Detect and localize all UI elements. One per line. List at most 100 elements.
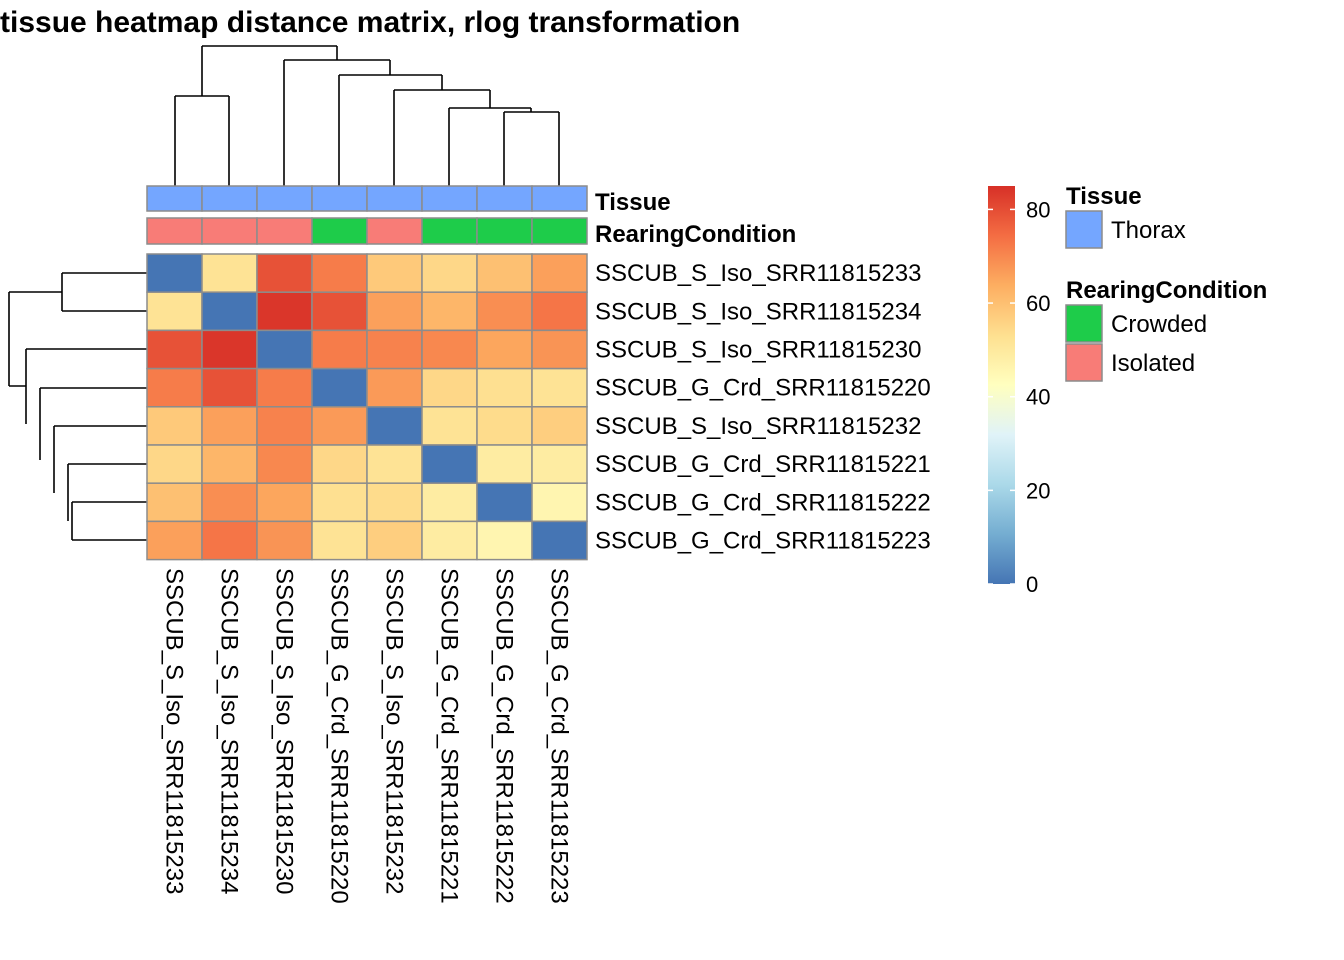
- heatmap-cell: [531, 444, 588, 484]
- row-label: SSCUB_G_Crd_SRR11815222: [595, 489, 931, 516]
- heatmap-cell: [256, 253, 313, 293]
- heatmap-cell: [366, 406, 423, 446]
- annotation-cell-tissue: [201, 185, 258, 212]
- annotation-cell-tissue: [146, 185, 203, 212]
- heatmap-cell: [311, 520, 368, 561]
- legend-label: Thorax: [1111, 217, 1186, 244]
- heatmap-cell: [531, 406, 588, 446]
- row-label: SSCUB_S_Iso_SRR11815234: [595, 298, 921, 325]
- heatmap-cell: [311, 406, 368, 446]
- heatmap-cell: [201, 329, 258, 370]
- annotation-label-rearingcondition: RearingCondition: [595, 221, 796, 248]
- heatmap-cell: [366, 329, 423, 370]
- heatmap-cell: [366, 520, 423, 561]
- heatmap-cell: [256, 520, 313, 561]
- column-label: SSCUB_G_Crd_SRR11815221: [436, 568, 463, 904]
- heatmap-cells: [146, 253, 588, 561]
- heatmap-cell: [311, 291, 368, 332]
- column-label: SSCUB_S_Iso_SRR11815233: [161, 568, 188, 894]
- heatmap-cell: [146, 482, 203, 523]
- heatmap-cell: [476, 444, 533, 484]
- heatmap-cell: [201, 520, 258, 561]
- legend-label: Crowded: [1111, 311, 1207, 338]
- heatmap-cell: [421, 444, 478, 484]
- row-label: SSCUB_G_Crd_SRR11815220: [595, 375, 931, 402]
- heatmap-cell: [421, 253, 478, 293]
- heatmap-cell: [201, 444, 258, 484]
- heatmap-cell: [146, 406, 203, 446]
- heatmap-cell: [146, 444, 203, 484]
- colorbar-gradient: [988, 186, 1015, 584]
- row-labels: SSCUB_S_Iso_SRR11815233 SSCUB_S_Iso_SRR11…: [595, 260, 931, 554]
- legend-swatch: [1065, 343, 1103, 382]
- heatmap-cell: [421, 482, 478, 523]
- heatmap-cell: [201, 291, 258, 332]
- heatmap-cell: [256, 406, 313, 446]
- heatmap-cell: [476, 367, 533, 408]
- heatmap-cell: [146, 291, 203, 332]
- annotation-cell-rearingcondition: [421, 217, 478, 245]
- row-label: SSCUB_S_Iso_SRR11815233: [595, 260, 921, 287]
- heatmap-cell: [201, 406, 258, 446]
- heatmap-cell: [146, 520, 203, 561]
- heatmap-cell: [366, 367, 423, 408]
- heatmap-cell: [311, 444, 368, 484]
- annotation-cell-tissue: [531, 185, 588, 212]
- column-label: SSCUB_S_Iso_SRR11815232: [381, 568, 408, 894]
- annotation-cell-tissue: [311, 185, 368, 212]
- column-dendrogram: [174, 45, 560, 186]
- heatmap-cell: [476, 253, 533, 293]
- heatmap-cell: [201, 482, 258, 523]
- heatmap-cell: [366, 291, 423, 332]
- annotation-cell-rearingcondition: [476, 217, 533, 245]
- legend-swatch: [1065, 210, 1103, 249]
- annotation-cell-tissue: [256, 185, 313, 212]
- heatmap-cell: [476, 406, 533, 446]
- heatmap-cell: [366, 253, 423, 293]
- row-label: SSCUB_S_Iso_SRR11815232: [595, 413, 921, 440]
- heatmap-cell: [421, 329, 478, 370]
- annotation-cell-rearingcondition: [146, 217, 203, 245]
- heatmap-cell: [311, 253, 368, 293]
- annotation-cell-rearingcondition: [311, 217, 368, 245]
- colorbar-tick-label: 40: [1026, 385, 1050, 410]
- heatmap-cell: [476, 329, 533, 370]
- heatmap-cell: [146, 253, 203, 293]
- annotation-cell-tissue: [421, 185, 478, 212]
- row-label: SSCUB_G_Crd_SRR11815223: [595, 528, 931, 555]
- heatmap-cell: [531, 253, 588, 293]
- heatmap-cell: [366, 482, 423, 523]
- heatmap-cell: [201, 253, 258, 293]
- heatmap-cell: [476, 291, 533, 332]
- heatmap-cell: [311, 482, 368, 523]
- column-label: SSCUB_G_Crd_SRR11815222: [491, 568, 518, 904]
- annotation-label-tissue: Tissue: [595, 189, 671, 216]
- column-label: SSCUB_G_Crd_SRR11815223: [546, 568, 573, 904]
- colorbar-tick-label: 0: [1026, 572, 1038, 597]
- column-label: SSCUB_S_Iso_SRR11815230: [271, 568, 298, 894]
- heatmap-cell: [421, 291, 478, 332]
- colorbar-tick-label: 20: [1026, 478, 1050, 503]
- heatmap-cell: [421, 406, 478, 446]
- heatmap-cell: [146, 329, 203, 370]
- heatmap-cell: [311, 367, 368, 408]
- heatmap-cell: [256, 444, 313, 484]
- annotation-cell-rearingcondition: [201, 217, 258, 245]
- legend-title: Tissue: [1066, 183, 1142, 210]
- annotation-cell-tissue: [476, 185, 533, 212]
- heatmap-cell: [531, 482, 588, 523]
- heatmap-cell: [531, 291, 588, 332]
- chart-title: tissue heatmap distance matrix, rlog tra…: [0, 6, 740, 39]
- heatmap-cell: [256, 329, 313, 370]
- annotation-tracks: [146, 185, 588, 245]
- heatmap-cell: [531, 367, 588, 408]
- colorbar: 0 20 40 60 80: [988, 186, 1050, 597]
- annotation-cell-rearingcondition: [531, 217, 588, 245]
- colorbar-tick-label: 80: [1026, 197, 1050, 222]
- column-labels: SSCUB_S_Iso_SRR11815233 SSCUB_S_Iso_SRR11…: [161, 568, 573, 904]
- legend-title: RearingCondition: [1066, 277, 1267, 304]
- heatmap-cell: [366, 444, 423, 484]
- heatmap-cell: [531, 329, 588, 370]
- heatmap-cell: [311, 329, 368, 370]
